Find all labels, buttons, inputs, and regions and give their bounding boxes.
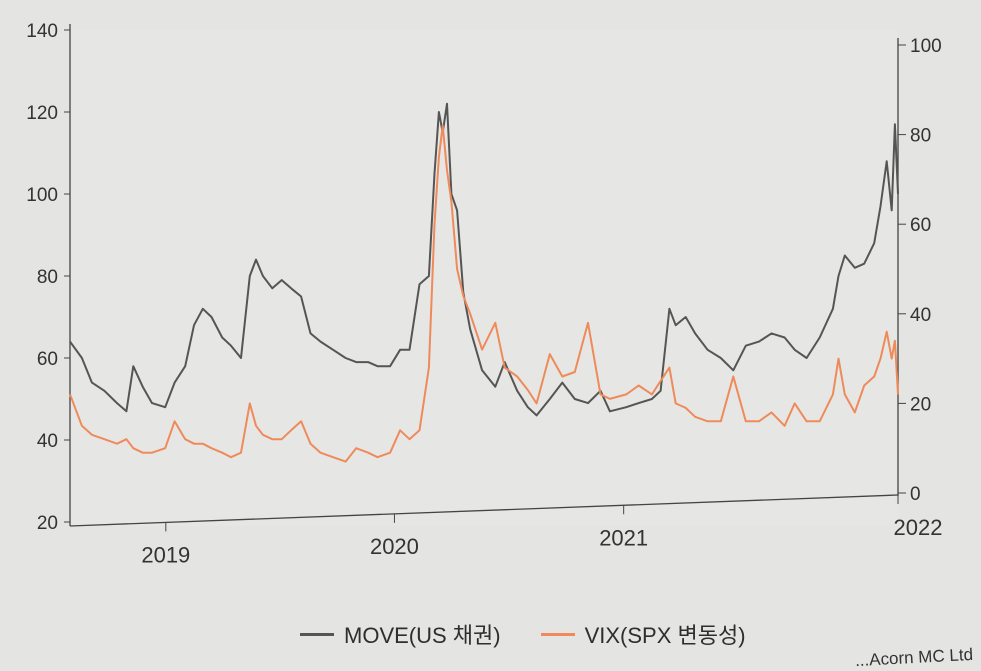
right-tick-label: 80: [910, 126, 931, 147]
right-tick-label: 20: [910, 394, 931, 415]
legend-swatch-vix: [540, 632, 575, 636]
x-tick-label: 2022: [894, 515, 943, 540]
right-tick-label: 60: [910, 215, 931, 236]
x-tick-label: 2021: [599, 525, 648, 550]
legend: MOVE(US 채권) VIX(SPX 변동성): [300, 618, 746, 650]
legend-swatch-move: [300, 632, 334, 636]
plot-area: [70, 30, 898, 526]
legend-label-vix: VIX(SPX 변동성): [584, 623, 746, 648]
right-tick-label: 100: [910, 36, 942, 57]
source-credit: ...Acorn MC Ltd: [854, 644, 974, 671]
right-tick-label: 0: [910, 484, 921, 505]
legend-item-vix: VIX(SPX 변동성): [540, 618, 746, 650]
left-tick-label: 80: [37, 267, 58, 288]
x-axis-line: [69, 494, 899, 527]
legend-label-move: MOVE(US 채권): [344, 623, 501, 648]
axes: 20 40 60 80 100 120 140 0 20 40 60 80 100 2019 2020 202…: [26, 21, 942, 567]
series-line-vix: [69, 124, 899, 463]
x-tick-label: 2020: [370, 534, 419, 559]
x-tick-label: 2019: [141, 542, 190, 567]
dual-axis-line-chart: 20 40 60 80 100 120 140 0 20 40 60 80 100 2019 2020 202…: [26, 21, 942, 567]
left-tick-label: 120: [26, 103, 58, 124]
series-lines: [69, 102, 899, 463]
series-line-move: [69, 102, 899, 417]
legend-item-move: MOVE(US 채권): [300, 618, 501, 650]
left-tick-label: 140: [26, 21, 58, 42]
left-tick-label: 60: [37, 349, 58, 370]
left-tick-label: 40: [37, 431, 58, 452]
right-tick-label: 40: [910, 305, 931, 326]
left-tick-label: 100: [26, 185, 58, 206]
left-tick-label: 20: [37, 513, 58, 534]
